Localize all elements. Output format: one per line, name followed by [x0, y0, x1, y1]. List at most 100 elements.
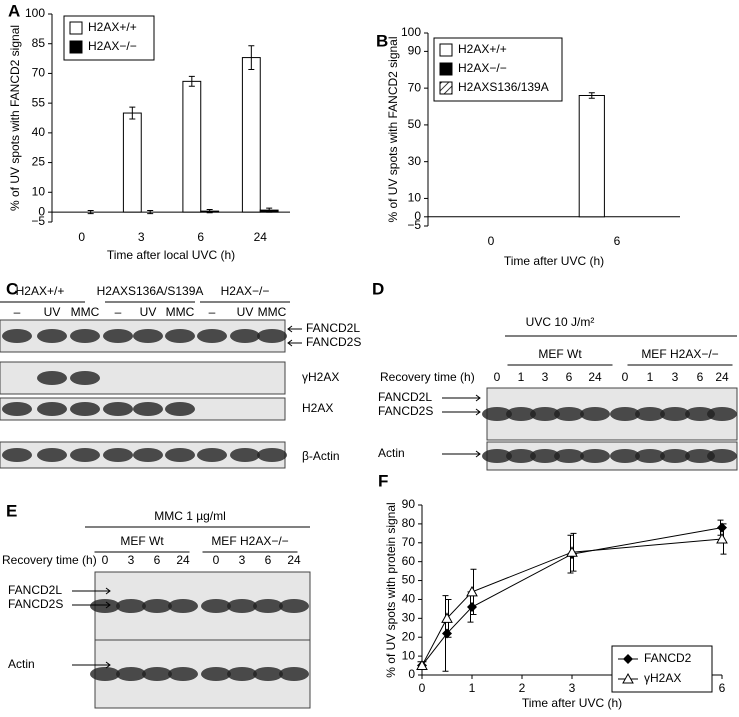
- blot-band: [90, 667, 120, 681]
- blot-band: [482, 407, 512, 421]
- y-tick-label: 50: [402, 573, 416, 587]
- lane-label: 24: [176, 553, 190, 567]
- blot-band: [554, 407, 584, 421]
- legend-swatch: [69, 40, 83, 54]
- x-tick-label: 24: [254, 230, 268, 244]
- lane-label: 0: [622, 370, 629, 384]
- group-label: MEF H2AX−/−: [641, 347, 718, 361]
- marker: [623, 654, 633, 664]
- blot-band: [133, 329, 163, 343]
- blot-band: [168, 667, 198, 681]
- blot-band: [530, 449, 560, 463]
- y-tick-label: −5: [407, 218, 421, 232]
- error-bar: [206, 209, 213, 214]
- blot-band: [707, 407, 737, 421]
- lane-label: 24: [588, 370, 602, 384]
- blot-band: [70, 371, 100, 385]
- x-tick-label: 6: [614, 234, 621, 248]
- blot-band: [660, 407, 690, 421]
- marker: [566, 546, 578, 557]
- y-tick-label: 25: [32, 155, 46, 169]
- lane-label: 3: [239, 553, 246, 567]
- blot-band: [707, 449, 737, 463]
- y-tick-label: 70: [408, 80, 422, 94]
- blot-band: [142, 599, 172, 613]
- y-tick-label: 0: [414, 209, 421, 223]
- arrow: [72, 661, 111, 669]
- x-axis-title: Time after UVC (h): [504, 254, 604, 268]
- arrow: [287, 325, 302, 333]
- legend-label: H2AX−/−: [458, 61, 507, 75]
- row-label: FANCD2S: [378, 404, 433, 418]
- blot-band: [227, 599, 257, 613]
- marker: [441, 612, 453, 623]
- group-label: H2AX+/+: [16, 284, 65, 298]
- blot-band: [580, 407, 610, 421]
- arrow: [287, 339, 302, 347]
- error-bar: [188, 75, 195, 87]
- arrow: [442, 394, 481, 402]
- blot-band: [482, 449, 512, 463]
- blot-band: [70, 329, 100, 343]
- blot-band: [506, 449, 536, 463]
- lane-label: 3: [672, 370, 679, 384]
- lane-label: 1: [518, 370, 525, 384]
- blot-band: [116, 599, 146, 613]
- error-bar: [248, 45, 255, 70]
- blot-band: [635, 407, 665, 421]
- blot-band: [37, 448, 67, 462]
- error-bar: [266, 207, 273, 213]
- x-tick-label: 6: [719, 681, 726, 695]
- x-tick-label: 0: [78, 230, 85, 244]
- marker: [622, 672, 634, 684]
- y-axis-title: % of UV spots with protein signal: [384, 502, 398, 677]
- legend-swatch: [69, 21, 83, 35]
- lane-label: –: [14, 305, 21, 319]
- arrow: [72, 587, 111, 595]
- blot-band: [201, 599, 231, 613]
- error-bar: [147, 210, 154, 215]
- group-label: H2AX−/−: [221, 284, 270, 298]
- y-tick-label: 100: [25, 6, 45, 20]
- bar: [241, 57, 261, 213]
- blot-band: [2, 329, 32, 343]
- legend-swatch: [439, 62, 453, 76]
- group-label: MEF Wt: [120, 534, 164, 548]
- x-axis-title: Time after local UVC (h): [107, 248, 235, 262]
- y-tick-label: 70: [32, 66, 46, 80]
- bar: [182, 80, 202, 213]
- y-tick-label: 40: [402, 592, 416, 606]
- row-label: FANCD2S: [306, 335, 361, 349]
- blot-band: [279, 667, 309, 681]
- y-tick-label: 20: [402, 629, 416, 643]
- row-label: Actin: [378, 446, 405, 460]
- lane-title: Recovery time (h): [380, 370, 475, 384]
- legend-label: H2AX+/+: [88, 20, 137, 34]
- y-tick-label: 40: [32, 125, 46, 139]
- blot-band: [580, 449, 610, 463]
- lane-label: 1: [647, 370, 654, 384]
- blot-band: [116, 667, 146, 681]
- blot-band: [610, 449, 640, 463]
- x-tick-label: 0: [488, 234, 495, 248]
- bar: [578, 94, 605, 218]
- blot-band: [165, 448, 195, 462]
- group-label: MEF Wt: [538, 347, 582, 361]
- panel-label: B: [376, 31, 388, 50]
- lane-label: MMC: [71, 305, 100, 319]
- row-label: β-Actin: [302, 449, 340, 463]
- y-tick-label: 90: [402, 497, 416, 511]
- legend-swatch: [439, 43, 453, 57]
- arrow: [72, 601, 111, 609]
- y-tick-label: 60: [402, 554, 416, 568]
- error-bar: [87, 210, 94, 215]
- x-tick-label: 3: [569, 681, 576, 695]
- x-tick-label: 6: [197, 230, 204, 244]
- treatment-label: UVC 10 J/m²: [526, 315, 595, 329]
- blot-band: [230, 329, 260, 343]
- blot-band: [685, 449, 715, 463]
- legend-label: H2AX−/−: [88, 39, 137, 53]
- lane-title: Recovery time (h): [2, 553, 97, 567]
- lane-label: 0: [102, 553, 109, 567]
